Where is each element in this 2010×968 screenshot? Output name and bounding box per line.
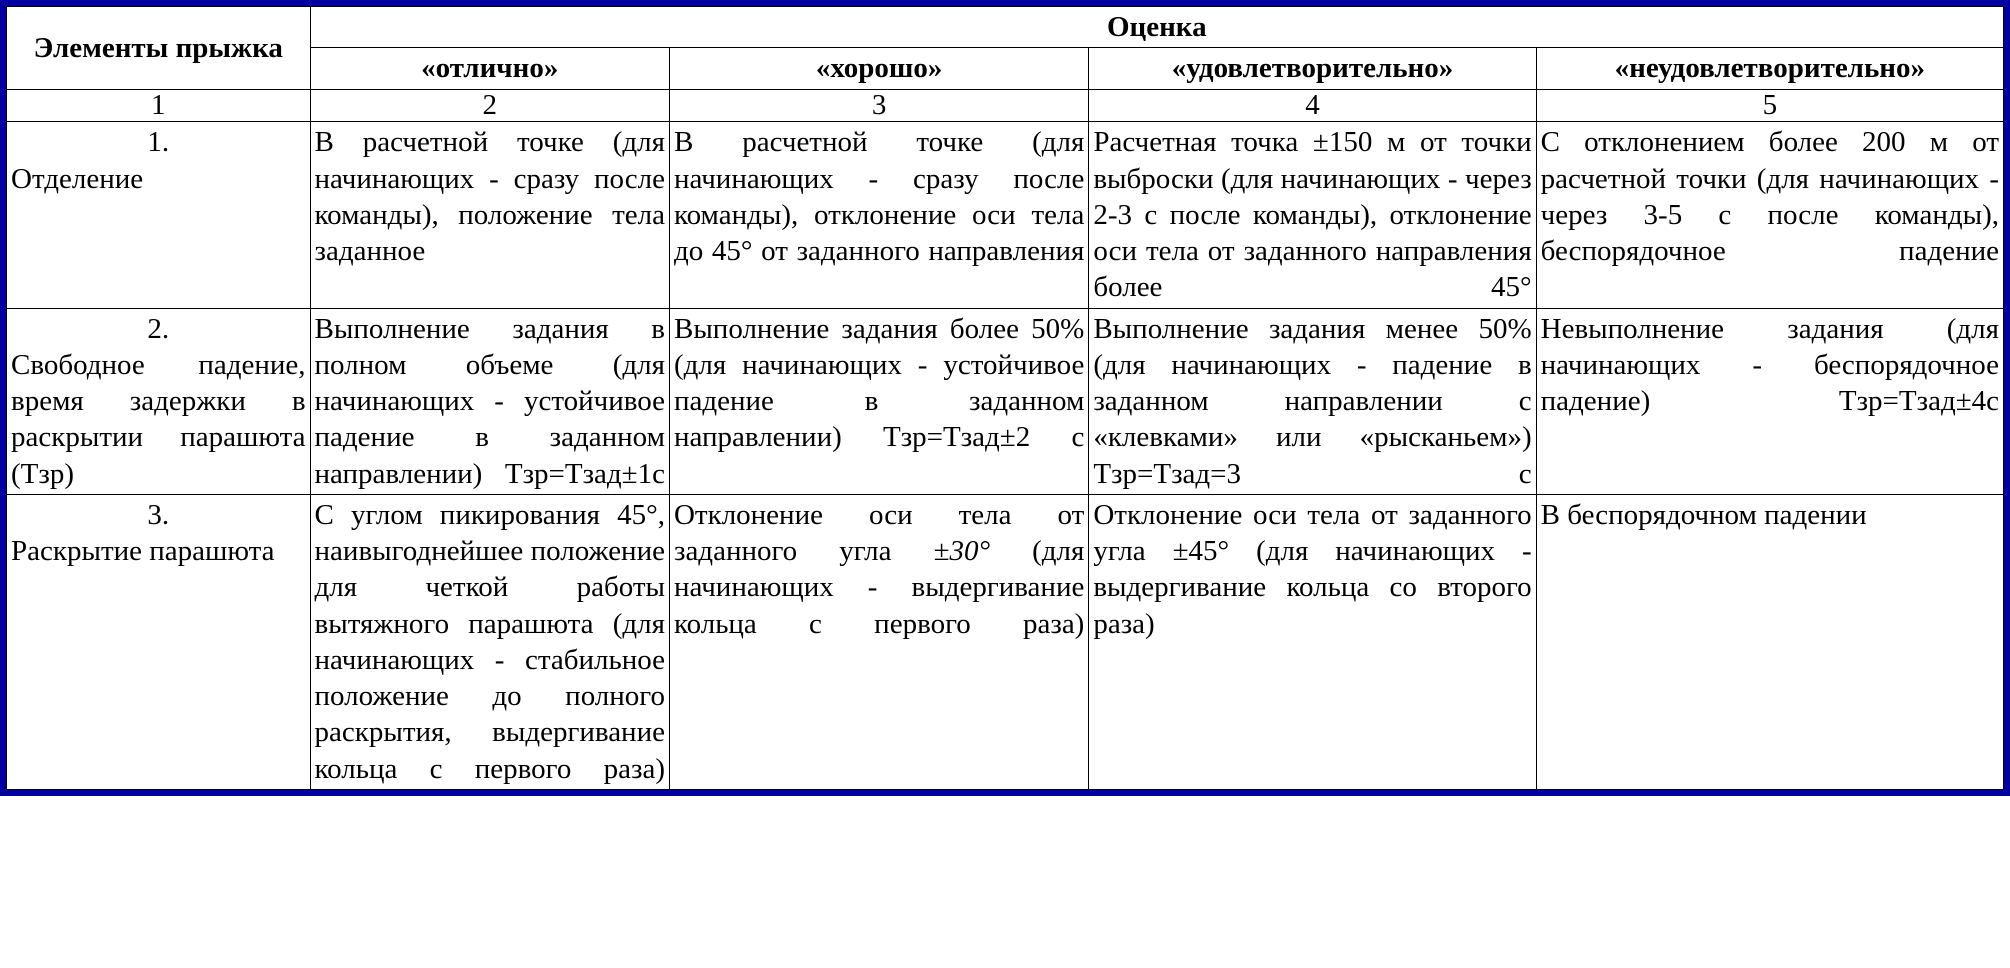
table-row: 2. Свободное падение, время задержки в р… xyxy=(7,308,2004,494)
grade-satisfactory: Отклонение оси тела от заданного угла ±4… xyxy=(1089,494,1536,789)
header-elements: Элементы прыжка xyxy=(7,7,311,90)
header-good: «хорошо» xyxy=(669,48,1088,89)
element-label: Свободное падение, время задержки в раск… xyxy=(11,347,306,492)
element-number: 1. xyxy=(11,124,306,160)
colnum-4: 4 xyxy=(1089,89,1536,122)
element-cell: 3. Раскрытие парашюта xyxy=(7,494,311,789)
element-label: Отделение xyxy=(11,161,306,197)
colnum-5: 5 xyxy=(1536,89,2003,122)
grade-good: Отклонение оси тела от заданного угла ±3… xyxy=(669,494,1088,789)
grade-unsatisfactory: В беспорядочном падении xyxy=(1536,494,2003,789)
colnum-3: 3 xyxy=(669,89,1088,122)
header-excellent: «отлично» xyxy=(310,48,669,89)
grade-excellent: В расчетной точке (для начинающих - сраз… xyxy=(310,122,669,308)
header-satisfactory: «удовлетворительно» xyxy=(1089,48,1536,89)
element-cell: 1. Отделение xyxy=(7,122,311,308)
colnum-2: 2 xyxy=(310,89,669,122)
grade-unsatisfactory-text: В беспорядочном падении xyxy=(1541,497,1999,533)
grade-satisfactory: Выполнение задания менее 50% (для начина… xyxy=(1089,308,1536,494)
grading-table: Элементы прыжка Оценка «отлично» «хорошо… xyxy=(6,6,2004,790)
column-number-row: 1 2 3 4 5 xyxy=(7,89,2004,122)
grade-unsatisfactory: С отклонением более 200 м от расчетной т… xyxy=(1536,122,2003,308)
element-number: 3. xyxy=(11,497,306,533)
colnum-1: 1 xyxy=(7,89,311,122)
grade-excellent: Выполнение задания в полном объеме (для … xyxy=(310,308,669,494)
table-row: 3. Раскрытие парашюта С углом пикировани… xyxy=(7,494,2004,789)
element-number: 2. xyxy=(11,311,306,347)
grade-good: В расчетной точке (для начинающих - сраз… xyxy=(669,122,1088,308)
element-cell: 2. Свободное падение, время задержки в р… xyxy=(7,308,311,494)
table-row: 1. Отделение В расчетной точке (для начи… xyxy=(7,122,2004,308)
table-frame: Элементы прыжка Оценка «отлично» «хорошо… xyxy=(0,0,2010,796)
header-row-1: Элементы прыжка Оценка xyxy=(7,7,2004,48)
element-label: Раскрытие парашюта xyxy=(11,533,306,569)
grade-unsatisfactory: Невыполнение задания (для начинающих - б… xyxy=(1536,308,2003,494)
header-unsatisfactory: «неудовлетворительно» xyxy=(1536,48,2003,89)
grade-satisfactory: Расчетная точка ±150 м от точки выброски… xyxy=(1089,122,1536,308)
grade-excellent: С углом пикирования 45°, наивыгоднейшее … xyxy=(310,494,669,789)
header-grade-group: Оценка xyxy=(310,7,2003,48)
grade-good: Выполнение задания более 50% (для начина… xyxy=(669,308,1088,494)
